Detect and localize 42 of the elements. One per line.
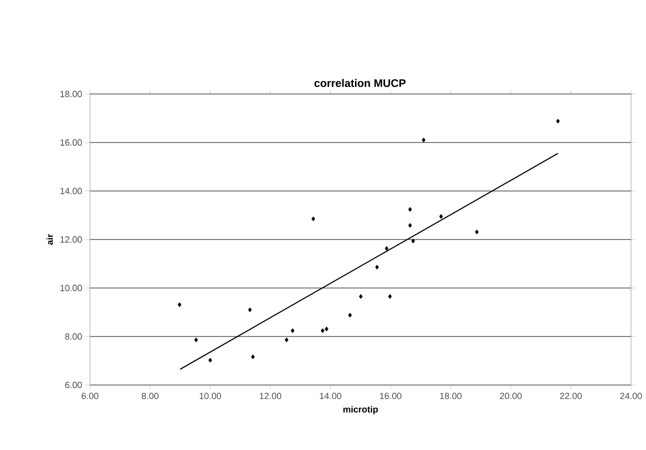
x-tick-label: 6.00 bbox=[82, 392, 98, 400]
x-tick-label: 14.00 bbox=[320, 392, 342, 400]
point bbox=[311, 216, 316, 222]
point bbox=[474, 230, 479, 234]
point bbox=[348, 312, 352, 318]
point bbox=[208, 358, 212, 363]
x-tick-label: 8.00 bbox=[142, 392, 158, 400]
y-tick-label: 18.00 bbox=[60, 90, 82, 98]
point bbox=[290, 328, 294, 334]
y-tick-label: 12.00 bbox=[60, 236, 82, 243]
x-tick-label: 20.00 bbox=[500, 392, 522, 400]
point bbox=[320, 328, 324, 334]
x-tick-label: 10.00 bbox=[200, 392, 222, 400]
y-tick-label: 6.00 bbox=[65, 382, 82, 388]
x-tick-label: 24.00 bbox=[620, 392, 642, 400]
point bbox=[284, 337, 288, 342]
x-tick-label: 16.00 bbox=[380, 392, 402, 400]
x-tick-label: 12.00 bbox=[260, 392, 282, 400]
point bbox=[358, 294, 363, 299]
y-tick-label: 8.00 bbox=[65, 333, 82, 340]
point bbox=[384, 246, 388, 251]
x-tick-label: 18.00 bbox=[440, 392, 462, 400]
point bbox=[178, 302, 182, 308]
point bbox=[248, 307, 252, 312]
x-axis-title: microtip bbox=[343, 406, 378, 414]
point bbox=[194, 337, 198, 342]
y-axis-title: air bbox=[46, 234, 53, 245]
y-tick-label: 10.00 bbox=[60, 284, 82, 292]
x-tick-label: 22.00 bbox=[560, 392, 582, 400]
point bbox=[556, 118, 560, 124]
point bbox=[251, 354, 255, 360]
point bbox=[408, 223, 412, 228]
point bbox=[422, 138, 426, 142]
chart-title: correlation MUCP bbox=[314, 78, 406, 88]
y-tick-label: 14.00 bbox=[60, 188, 82, 194]
point bbox=[388, 294, 392, 299]
point bbox=[439, 214, 443, 219]
point bbox=[375, 264, 379, 270]
y-tick-label: 16.00 bbox=[60, 139, 82, 146]
point bbox=[408, 207, 412, 212]
point bbox=[411, 238, 415, 244]
point bbox=[324, 326, 328, 332]
